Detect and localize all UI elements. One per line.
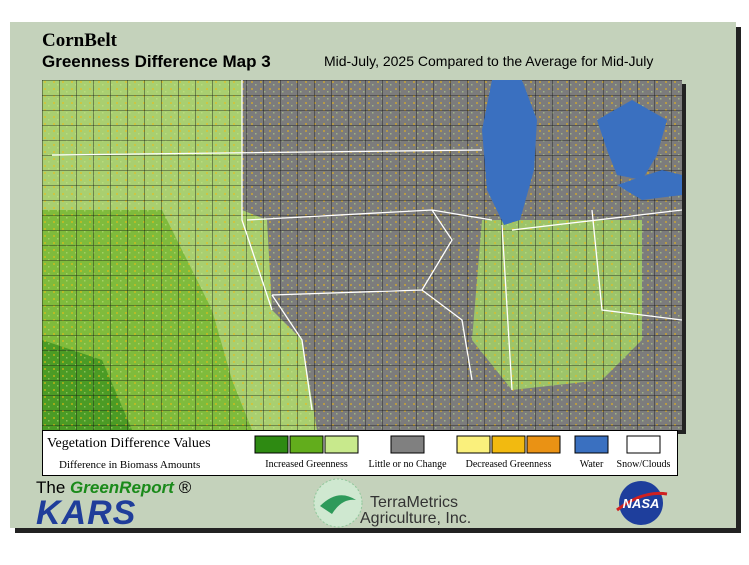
legend: Vegetation Difference Values Difference … — [42, 430, 678, 476]
terrametrics-tagline: Agriculture, Inc. — [360, 510, 472, 527]
terrametrics-icon — [313, 478, 363, 528]
map-title: Greenness Difference Map 3 — [42, 52, 271, 71]
legend-label: Water — [580, 459, 604, 470]
legend-label: Increased Greenness — [265, 459, 348, 470]
legend-label: Decreased Greenness — [466, 459, 552, 470]
legend-swatch — [289, 435, 324, 454]
region-title: CornBelt — [42, 30, 117, 51]
logo-text: GreenReport — [70, 478, 174, 497]
legend-swatch — [324, 435, 359, 454]
legend-swatch — [626, 435, 661, 454]
legend-subtitle: Difference in Biomass Amounts — [59, 459, 200, 471]
greenreport-logo: The GreenReport ® — [36, 478, 191, 498]
legend-swatch — [491, 435, 526, 454]
legend-swatch — [390, 435, 425, 454]
legend-swatch — [526, 435, 561, 454]
nasa-text: NASA — [623, 496, 660, 511]
legend-label: Snow/Clouds — [617, 459, 671, 470]
logo-text: ® — [178, 478, 192, 497]
legend-swatch — [456, 435, 491, 454]
logo-text: The — [36, 478, 66, 497]
legend-title: Vegetation Difference Values — [47, 436, 211, 451]
legend-swatch — [254, 435, 289, 454]
map — [42, 80, 682, 430]
nasa-logo: NASA — [616, 481, 668, 525]
legend-label: Little or no Change — [368, 459, 447, 470]
legend-swatch — [574, 435, 609, 454]
terrametrics-name: TerraMetrics — [370, 494, 459, 511]
kars-logo: KARS — [36, 494, 137, 532]
map-subtitle: Mid-July, 2025 Compared to the Average f… — [324, 53, 654, 69]
